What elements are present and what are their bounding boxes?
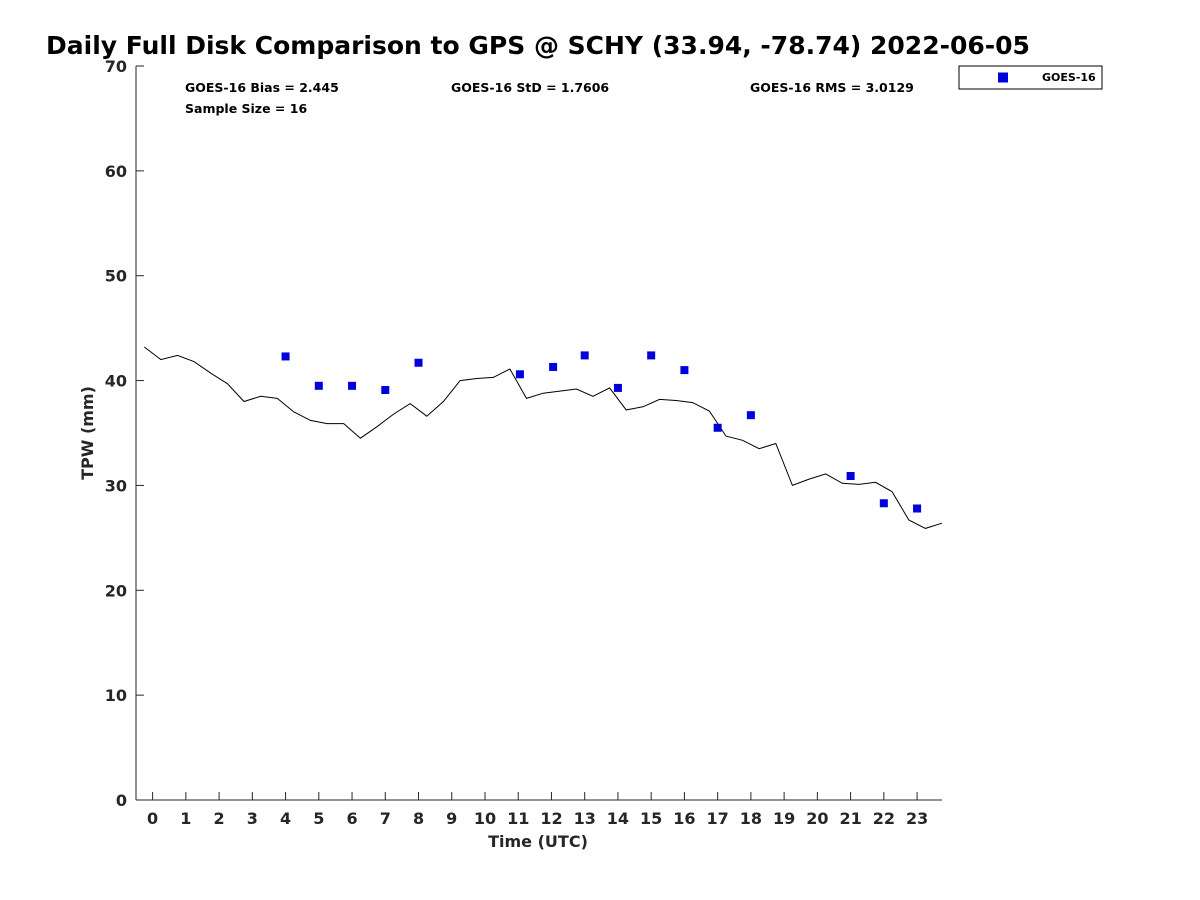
x-tick-label: 22 xyxy=(873,809,895,828)
goes-16-point xyxy=(713,423,722,432)
x-tick-label: 15 xyxy=(640,809,662,828)
goes-16-point xyxy=(549,362,558,371)
goes-16-point xyxy=(879,499,888,508)
x-tick-label: 13 xyxy=(574,809,596,828)
y-tick-label: 20 xyxy=(105,581,127,600)
y-tick-label: 10 xyxy=(105,686,127,705)
x-axis-label: Time (UTC) xyxy=(488,832,588,851)
gps-tpw-line xyxy=(143,346,943,529)
y-tick-label: 60 xyxy=(105,162,127,181)
goes-16-point xyxy=(746,411,755,420)
legend-box xyxy=(958,65,1103,90)
stat-bias: GOES-16 Bias = 2.445 xyxy=(185,80,339,95)
x-tick-label: 17 xyxy=(707,809,729,828)
x-tick-label: 7 xyxy=(380,809,391,828)
x-tick-label: 19 xyxy=(773,809,795,828)
chart-title: Daily Full Disk Comparison to GPS @ SCHY… xyxy=(46,31,1030,60)
gps-line-layer xyxy=(143,346,943,529)
legend: GOES-16 xyxy=(958,65,1103,90)
goes-16-point xyxy=(680,366,689,375)
x-tick-label: 3 xyxy=(247,809,258,828)
x-tick-label: 10 xyxy=(474,809,496,828)
goes-16-point xyxy=(381,386,390,395)
x-ticks: 0 1 2 3 4 5 6 7 8 9 10 11 12 13 14 15 16 17 18 19 20 21 22 23 xyxy=(147,792,928,828)
goes-16-point xyxy=(580,351,589,360)
goes-16-point xyxy=(846,471,855,480)
goes-16-point xyxy=(281,352,290,361)
y-tick-label: 50 xyxy=(105,267,127,286)
y-tick-label: 70 xyxy=(105,57,127,76)
legend-label-goes-16: GOES-16 xyxy=(1042,71,1096,84)
goes-16-point xyxy=(414,358,423,367)
x-tick-label: 5 xyxy=(313,809,324,828)
x-tick-label: 11 xyxy=(507,809,529,828)
goes-16-point xyxy=(515,370,524,379)
stat-sample-size: Sample Size = 16 xyxy=(185,101,307,116)
goes-16-point xyxy=(647,351,656,360)
goes-16-point xyxy=(348,381,357,390)
x-tick-label: 8 xyxy=(413,809,424,828)
x-tick-label: 4 xyxy=(280,809,291,828)
y-tick-label: 30 xyxy=(105,476,127,495)
x-tick-label: 0 xyxy=(147,809,158,828)
x-tick-label: 12 xyxy=(540,809,562,828)
x-tick-label: 16 xyxy=(673,809,695,828)
y-axis-label: TPW (mm) xyxy=(78,386,97,480)
x-tick-label: 18 xyxy=(740,809,762,828)
x-tick-label: 14 xyxy=(607,809,629,828)
legend-marker-goes-16 xyxy=(998,72,1008,83)
goes-16-point xyxy=(913,504,922,513)
stat-rms: GOES-16 RMS = 3.0129 xyxy=(750,80,914,95)
y-ticks: 0 10 20 30 40 50 60 70 xyxy=(105,57,144,810)
goes-16-points xyxy=(281,351,922,513)
goes-16-point xyxy=(613,383,622,392)
x-tick-label: 1 xyxy=(180,809,191,828)
y-tick-label: 40 xyxy=(105,372,127,391)
y-tick-label: 0 xyxy=(116,791,127,810)
x-tick-label: 9 xyxy=(446,809,457,828)
x-tick-label: 21 xyxy=(839,809,861,828)
x-tick-label: 6 xyxy=(346,809,357,828)
goes-16-point xyxy=(314,381,323,390)
x-tick-label: 23 xyxy=(906,809,928,828)
x-tick-label: 20 xyxy=(806,809,828,828)
stat-std: GOES-16 StD = 1.7606 xyxy=(451,80,609,95)
x-tick-label: 2 xyxy=(214,809,225,828)
